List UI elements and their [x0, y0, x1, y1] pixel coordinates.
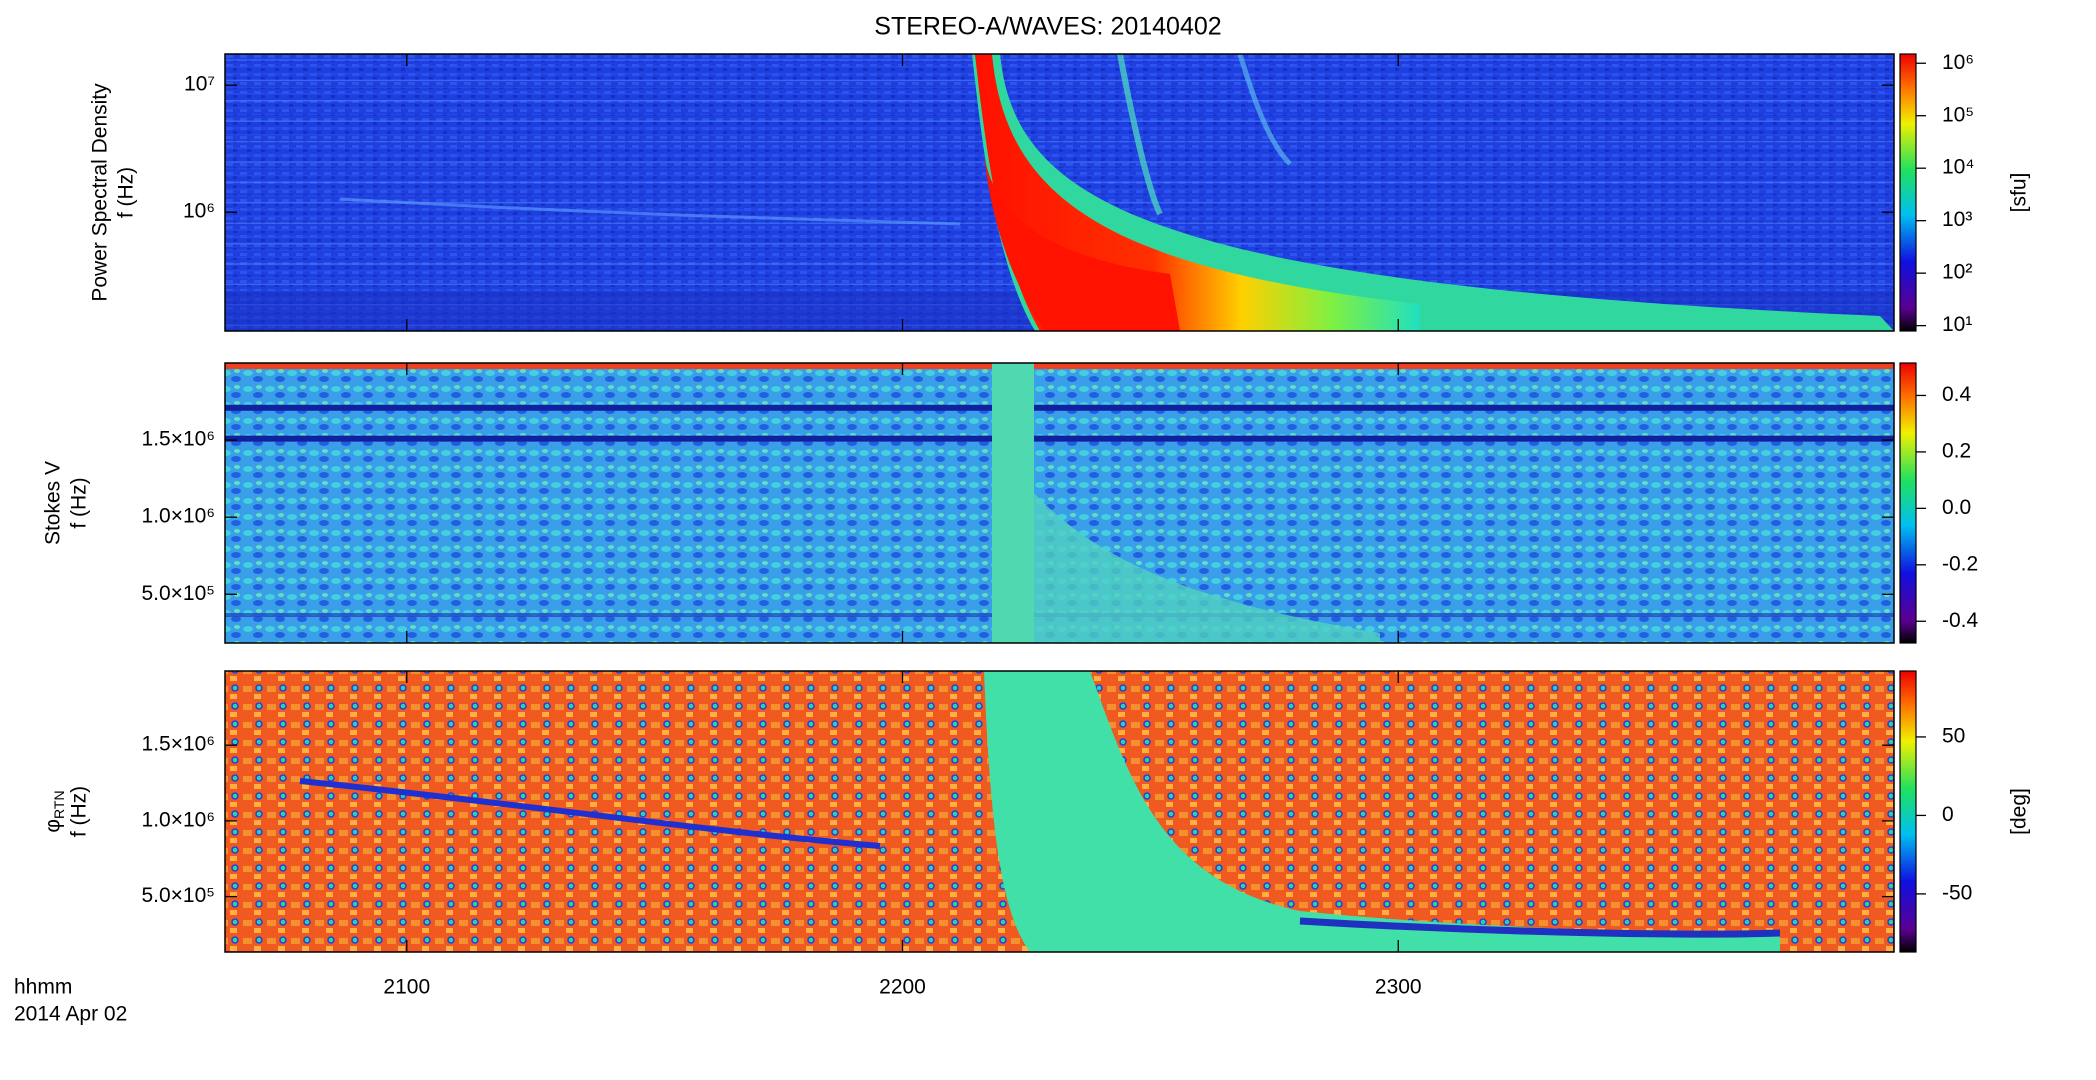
spectrogram-band: [225, 363, 1894, 369]
plot-frame: [224, 362, 1895, 644]
plot-frame: [224, 53, 1895, 332]
y-tick-label: 1.0×10⁶: [142, 505, 215, 528]
y-tick-label: 1.0×10⁶: [142, 808, 215, 831]
x-tick-label: 2200: [879, 976, 926, 999]
y-tick-label: 5.0×10⁵: [141, 582, 215, 605]
colorbar-tick-label: 10⁶: [1942, 51, 1974, 74]
plot-area: [225, 54, 1894, 331]
x-axis-label: 2014 Apr 02: [14, 1003, 127, 1026]
colorbar-tick-label: -50: [1942, 881, 1972, 904]
y-tick-label: 10⁷: [184, 73, 215, 96]
y-axis-label: φRTN: [42, 790, 67, 832]
spectrogram-burst: [972, 54, 1894, 331]
y-axis-label: f (Hz): [68, 786, 91, 837]
colorbar-tick-label: 10³: [1942, 208, 1972, 231]
plot-frame: [224, 670, 1895, 953]
x-tick-label: 2100: [383, 976, 430, 999]
colorbar-tick-label: 10⁴: [1942, 156, 1974, 179]
colorbar-tick-label: -0.2: [1942, 552, 1978, 575]
colorbar: [1899, 53, 1917, 332]
colorbar-label: [deg]: [2008, 788, 2031, 835]
colorbar-tick-label: 50: [1942, 724, 1965, 747]
y-tick-label: 1.5×10⁶: [142, 428, 215, 451]
spectrogram-burst: [1237, 54, 1292, 166]
colorbar-tick-label: -0.4: [1942, 609, 1979, 632]
spectrogram-line: [1299, 917, 1781, 938]
y-axis-label: Power Spectral Density: [89, 83, 112, 302]
y-axis-label: f (Hz): [115, 167, 138, 218]
y-tick-label: 10⁶: [183, 200, 215, 223]
spectrogram-drift: [339, 197, 961, 226]
x-tick-label: 2300: [1375, 976, 1422, 999]
colorbar-label: [sfu]: [2008, 173, 2031, 213]
plot-area: [225, 671, 1894, 952]
colorbar-tick-label: 0.2: [1942, 439, 1971, 462]
y-tick-label: 1.5×10⁶: [142, 733, 215, 756]
colorbar-tick-label: 0.4: [1942, 383, 1972, 406]
spectrogram-burst: [1034, 493, 1380, 643]
colorbar: [1899, 362, 1917, 644]
colorbar-tick-label: 10⁵: [1942, 103, 1974, 126]
y-axis-label: f (Hz): [68, 477, 91, 528]
colorbar-tick-label: 0: [1942, 803, 1954, 826]
x-axis-label: hhmm: [14, 976, 72, 999]
y-tick-label: 5.0×10⁵: [141, 884, 215, 907]
spectrogram-burst: [1117, 54, 1163, 216]
colorbar: [1899, 670, 1917, 953]
spectrogram-burst: [984, 154, 1180, 331]
spectrogram-burst: [992, 363, 1034, 643]
colorbar-tick-label: 10¹: [1942, 313, 1972, 336]
chart-title: STEREO-A/WAVES: 20140402: [874, 13, 1221, 41]
y-axis-label: Stokes V: [42, 461, 65, 545]
colorbar-tick-label: 0.0: [1942, 496, 1971, 519]
plot-area: [225, 363, 1894, 643]
colorbar-tick-label: 10²: [1942, 261, 1972, 284]
spectrogram-line: [299, 778, 881, 849]
y-axis-label-subscript: RTN: [51, 790, 67, 819]
spectrogram-burst: [984, 671, 1780, 952]
